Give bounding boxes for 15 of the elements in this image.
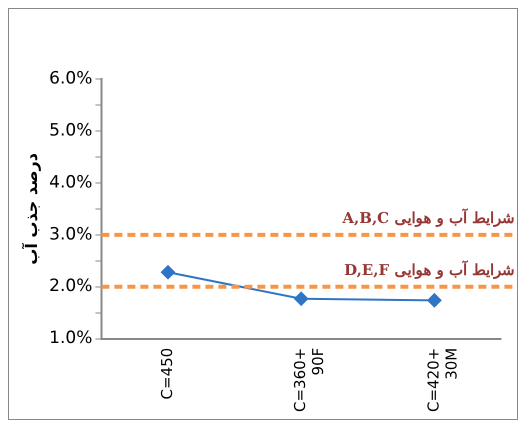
y-tick-label: 3.0%	[49, 224, 92, 244]
x-tick-label: C=420+ 30M	[424, 348, 460, 412]
y-tick-label: 5.0%	[49, 120, 92, 140]
point	[427, 293, 442, 308]
x-tick-label: C=360+ 90F	[291, 348, 328, 412]
ref-line-label: شرایط آب و هوایی D,E,F	[344, 260, 515, 280]
y-tick-label: 4.0%	[49, 172, 92, 192]
point	[160, 265, 175, 280]
ref-line-label: شرایط آب و هوایی A,B,C	[341, 208, 515, 228]
y-axis-title: درصد جذب آب	[20, 153, 41, 265]
y-tick-label: 2.0%	[49, 276, 92, 296]
point	[294, 292, 308, 306]
x-tick-label: C=450	[158, 348, 176, 400]
y-tick-label: 6.0%	[49, 68, 92, 88]
y-tick-label: 1.0%	[49, 328, 92, 348]
